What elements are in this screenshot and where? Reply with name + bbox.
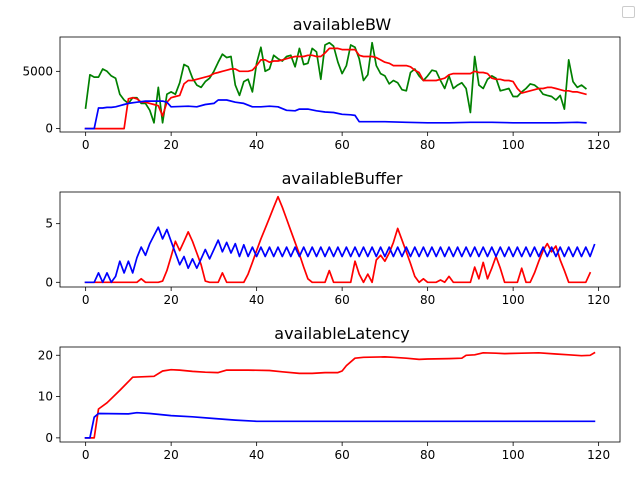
series-lines bbox=[84, 195, 596, 284]
x-tick-label: 40 bbox=[249, 293, 264, 307]
y-tick-label: 0 bbox=[45, 275, 53, 289]
series-line-0 bbox=[84, 195, 592, 284]
x-tick-label: 100 bbox=[502, 448, 525, 462]
series-line-1 bbox=[84, 47, 587, 130]
plot-frame bbox=[59, 191, 621, 288]
series-line-0 bbox=[84, 351, 596, 439]
x-tick-label: 60 bbox=[334, 448, 349, 462]
x-tick-label: 80 bbox=[420, 293, 435, 307]
chart-availablelatency: availableLatency 0 20 40 60 80 100 120 0 10 20 bbox=[38, 324, 621, 462]
y-tick-label: 5 bbox=[45, 217, 53, 231]
x-tick-label: 120 bbox=[587, 293, 610, 307]
x-tick-label: 80 bbox=[420, 138, 435, 152]
chart-title: availableBW bbox=[293, 15, 392, 34]
x-tick-label: 0 bbox=[82, 448, 90, 462]
x-tick-label: 20 bbox=[164, 293, 179, 307]
x-tick-label: 120 bbox=[587, 138, 610, 152]
x-tick-label: 100 bbox=[502, 138, 525, 152]
plot-frame bbox=[59, 36, 621, 133]
x-tick-label: 0 bbox=[82, 293, 90, 307]
chart-title: availableLatency bbox=[274, 324, 409, 343]
x-tick-label: 40 bbox=[249, 448, 264, 462]
x-tick-label: 100 bbox=[502, 293, 525, 307]
x-tick-label: 20 bbox=[164, 448, 179, 462]
chart-availablebw: availableBW 0 20 40 60 80 100 120 0 5000 bbox=[22, 15, 621, 152]
chart-title: availableBuffer bbox=[282, 169, 403, 188]
series-lines bbox=[84, 351, 596, 439]
x-tick-label: 20 bbox=[164, 138, 179, 152]
x-tick-label: 60 bbox=[334, 138, 349, 152]
legend-box bbox=[622, 6, 635, 18]
series-line-1 bbox=[84, 411, 596, 439]
axis-ticks: 0 20 40 60 80 100 120 0 5000 bbox=[22, 64, 610, 152]
x-tick-label: 40 bbox=[249, 138, 264, 152]
axis-ticks: 0 20 40 60 80 100 120 0 10 20 bbox=[38, 348, 610, 462]
y-tick-label: 20 bbox=[38, 348, 53, 362]
series-lines bbox=[84, 41, 587, 130]
y-tick-label: 0 bbox=[45, 431, 53, 445]
axis-ticks: 0 20 40 60 80 100 120 0 5 bbox=[45, 217, 610, 307]
plot-frame bbox=[59, 346, 621, 443]
series-line-2 bbox=[84, 99, 587, 130]
x-tick-label: 60 bbox=[334, 293, 349, 307]
series-line-1 bbox=[84, 226, 596, 284]
y-tick-label: 5000 bbox=[22, 64, 53, 78]
x-tick-label: 120 bbox=[587, 448, 610, 462]
chart-availablebuffer: availableBuffer 0 20 40 60 80 100 120 0 5 bbox=[45, 169, 621, 307]
y-tick-label: 10 bbox=[38, 390, 53, 404]
x-tick-label: 0 bbox=[82, 138, 90, 152]
x-tick-label: 80 bbox=[420, 448, 435, 462]
y-tick-label: 0 bbox=[45, 122, 53, 136]
series-line-0 bbox=[84, 41, 587, 124]
